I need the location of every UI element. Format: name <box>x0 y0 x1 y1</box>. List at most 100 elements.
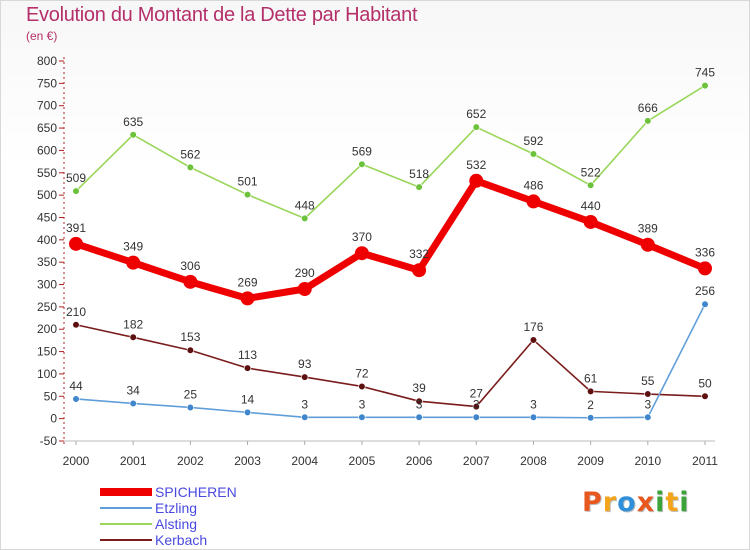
logo-letter: x <box>636 487 656 518</box>
data-point-kerbach <box>472 402 480 411</box>
y-tick-label: 300 <box>37 278 57 292</box>
data-point-spicheren <box>469 173 484 188</box>
data-point-alsting <box>129 131 137 139</box>
legend-item-kerbach: Kerbach <box>100 532 320 548</box>
proxiti-logo: Proxiti <box>582 487 690 518</box>
y-tick-label: 400 <box>37 233 57 247</box>
data-label-kerbach: 113 <box>238 348 257 362</box>
data-point-alsting <box>472 123 480 131</box>
data-label-kerbach: 39 <box>412 381 426 395</box>
data-label-alsting: 569 <box>352 144 372 158</box>
data-label-kerbach: 153 <box>180 330 200 344</box>
data-label-etzling: 2 <box>587 398 594 412</box>
data-point-etzling <box>243 408 252 416</box>
data-label-alsting: 635 <box>123 115 143 129</box>
data-label-etzling: 3 <box>359 397 366 411</box>
data-label-spicheren: 306 <box>180 259 200 273</box>
data-label-alsting: 562 <box>180 147 200 161</box>
y-tick-label: 150 <box>37 345 57 359</box>
y-tick-label: -50 <box>40 434 58 448</box>
data-label-alsting: 522 <box>581 165 601 179</box>
y-tick-label: 200 <box>37 322 57 336</box>
data-point-kerbach <box>243 364 252 372</box>
data-point-kerbach <box>701 392 709 400</box>
data-label-kerbach: 176 <box>523 320 543 334</box>
x-tick-label: 2009 <box>577 454 604 468</box>
x-tick-label: 2000 <box>63 454 90 468</box>
x-tick-label: 2003 <box>234 454 261 468</box>
data-point-spicheren <box>640 237 655 252</box>
y-tick-label: 650 <box>37 121 57 135</box>
legend-label-etzling: Etzling <box>155 500 198 516</box>
data-label-alsting: 448 <box>295 198 315 212</box>
data-point-kerbach <box>186 346 194 354</box>
legend-swatch-spicheren <box>100 488 152 496</box>
data-point-etzling <box>415 413 423 421</box>
logo-letter: P <box>582 487 603 518</box>
y-tick-label: 450 <box>37 210 57 224</box>
data-point-etzling <box>358 413 366 421</box>
data-label-spicheren: 332 <box>409 247 429 261</box>
data-point-alsting <box>358 160 366 168</box>
x-tick-label: 2010 <box>634 454 661 468</box>
logo-letter: t <box>665 487 680 518</box>
data-point-spicheren <box>583 214 598 229</box>
y-tick-label: 800 <box>37 54 57 68</box>
data-label-etzling: 3 <box>473 397 480 411</box>
data-point-kerbach <box>129 333 137 341</box>
legend-label-spicheren: SPICHEREN <box>155 484 237 500</box>
x-tick-label: 2002 <box>177 454 204 468</box>
data-point-alsting <box>644 117 652 125</box>
series-line-etzling <box>75 303 706 419</box>
data-point-kerbach <box>644 390 652 398</box>
data-point-spicheren <box>698 261 712 276</box>
legend-label-alsting: Alsting <box>155 516 198 532</box>
data-point-etzling <box>701 300 709 308</box>
data-label-kerbach: 61 <box>584 371 598 385</box>
data-label-etzling: 34 <box>127 383 141 397</box>
logo-letter: i <box>655 487 666 518</box>
data-label-kerbach: 50 <box>698 376 712 390</box>
data-label-etzling: 3 <box>530 397 537 411</box>
y-tick-label: 350 <box>37 255 57 269</box>
legend-swatch-etzling <box>100 507 152 509</box>
data-point-alsting <box>415 183 423 191</box>
data-label-etzling: 256 <box>695 284 715 298</box>
data-label-spicheren: 336 <box>695 245 715 259</box>
data-point-kerbach <box>358 382 366 391</box>
data-label-alsting: 501 <box>238 175 258 189</box>
data-label-kerbach: 182 <box>123 317 143 331</box>
data-point-kerbach <box>587 387 595 395</box>
data-point-kerbach <box>415 397 423 405</box>
data-point-etzling <box>644 413 652 421</box>
data-point-spicheren <box>240 291 255 306</box>
data-point-etzling <box>186 403 194 412</box>
data-label-spicheren: 486 <box>523 178 543 192</box>
y-tick-label: 700 <box>37 99 57 113</box>
data-point-spicheren <box>69 236 83 251</box>
data-label-alsting: 518 <box>409 167 429 181</box>
data-point-alsting <box>529 150 538 158</box>
data-point-kerbach <box>301 373 309 381</box>
data-point-etzling <box>72 395 80 403</box>
data-label-kerbach: 210 <box>66 305 86 319</box>
chart-legend: SPICHEREN Etzling Alsting Kerbach <box>100 484 320 548</box>
data-point-alsting <box>186 163 194 171</box>
data-point-alsting <box>72 187 80 195</box>
data-label-etzling: 3 <box>301 397 308 411</box>
data-label-alsting: 652 <box>466 107 486 121</box>
chart-subtitle: (en €) <box>26 29 58 43</box>
data-point-kerbach <box>529 336 538 344</box>
data-label-etzling: 14 <box>241 392 255 406</box>
y-tick-label: 750 <box>37 76 57 90</box>
data-point-etzling <box>129 399 137 408</box>
data-point-alsting <box>587 181 595 189</box>
data-point-etzling <box>529 413 538 421</box>
data-label-etzling: 3 <box>416 397 423 411</box>
data-label-kerbach: 93 <box>298 357 312 371</box>
chart-title: Evolution du Montant de la Dette par Hab… <box>26 4 418 26</box>
data-point-kerbach <box>72 321 80 329</box>
series-line-spicheren <box>72 177 709 302</box>
y-tick-label: 100 <box>37 367 57 381</box>
